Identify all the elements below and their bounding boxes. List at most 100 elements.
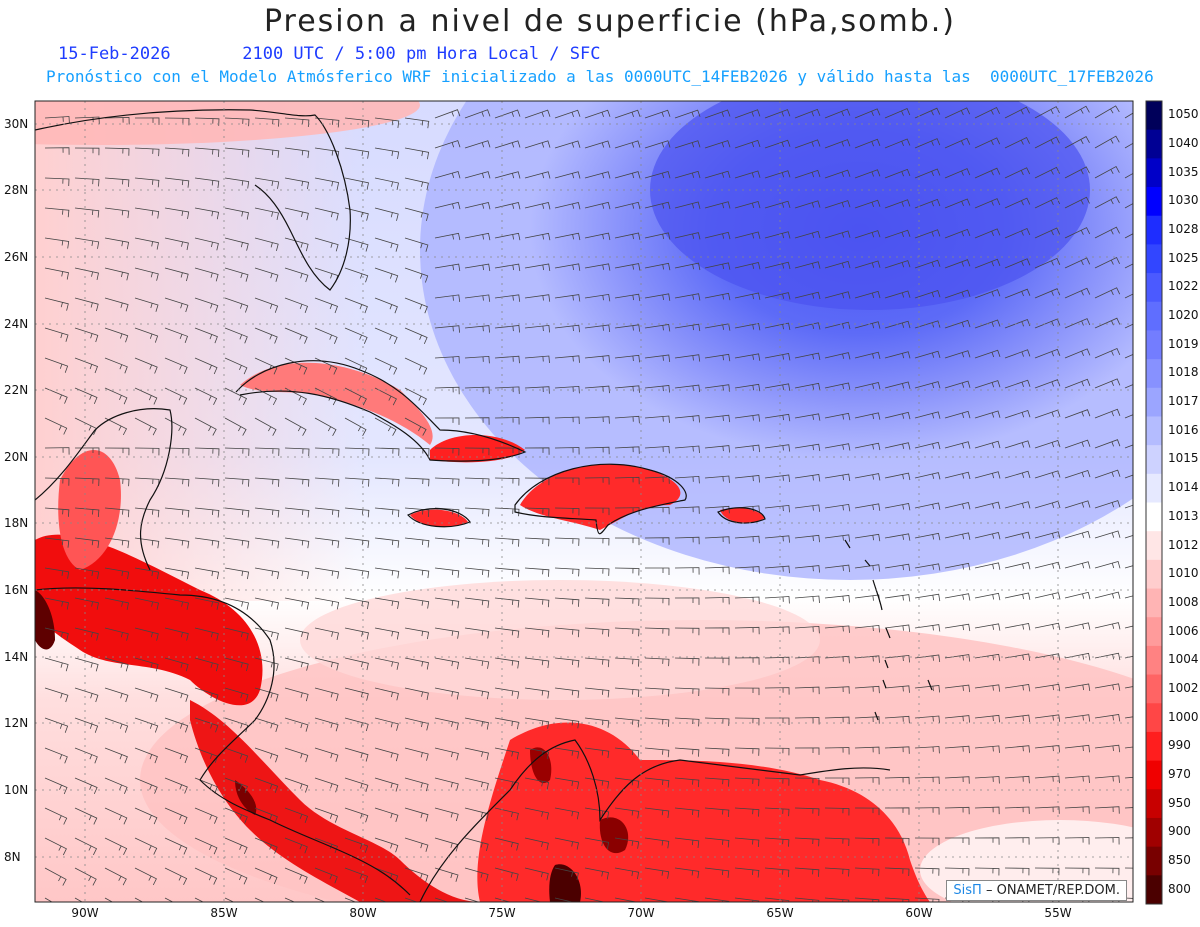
wind-barb [104,237,130,250]
wind-barb [464,867,489,882]
wind-barb [1064,196,1090,209]
colorbar [1145,100,1163,905]
wind-barb [734,231,761,239]
colorbar-swatch-1035 [1146,158,1162,188]
wind-barb [884,107,911,119]
wind-barb [764,231,791,239]
wind-barb [734,414,761,422]
wind-barb [224,627,249,641]
wind-barb [284,747,309,763]
lat-label-18n: 18N [4,516,29,530]
wind-barb [344,837,369,853]
wind-barb [254,147,280,158]
wind-barb [404,657,429,670]
wind-barb [194,357,218,375]
wind-barb [224,267,249,282]
wind-barb [734,566,760,574]
wind-barb [194,687,219,702]
wind-barb [854,442,881,451]
wind-barb [524,109,551,119]
wind-barb [674,140,701,149]
wind-barb [554,717,580,729]
wind-barb [494,567,520,578]
wind-barb [1004,470,1031,479]
wind-barb [374,897,387,902]
wind-barb [944,107,971,119]
colorbar-label-1018: 1018 [1168,365,1199,380]
wind-barb [524,140,551,149]
wind-barb [674,201,701,209]
wind-barb [1004,775,1030,784]
wind-barb [854,108,881,119]
wind-barb [674,807,700,818]
wind-barb [434,567,460,578]
sispi-logo: SisΠ [953,883,982,898]
wind-barb [554,140,581,149]
wind-barb [614,567,640,576]
wind-barb [734,777,760,787]
wind-barb [884,472,911,481]
wind-barb [1034,439,1061,449]
wind-barb [1064,652,1091,661]
wind-barb [584,837,610,850]
wind-barb [644,867,670,879]
wind-barb [555,477,580,485]
wind-barb [944,441,971,449]
wind-barb [284,837,308,854]
wind-barb [644,171,671,179]
wind-barb [314,117,340,128]
wind-barb [854,867,880,877]
wind-barb [194,567,220,580]
wind-barb [224,177,250,189]
wind-barb [74,807,98,825]
wind-barb [794,413,821,421]
wind-barb [764,170,791,179]
wind-barb [794,534,820,543]
wind-barb [704,867,730,878]
wind-barb [974,684,1001,692]
wind-barb [494,717,520,730]
wind-barb [765,717,790,725]
valid-time-line: 15-Feb-2026 2100 UTC / 5:00 pm Hora Loca… [58,44,600,64]
wind-barb [224,747,249,763]
colorbar-label-1016: 1016 [1168,422,1199,437]
wind-barb [74,867,97,886]
wind-barb [164,747,189,764]
wind-barb [854,503,881,511]
wind-barb [914,198,941,209]
wind-barb [944,198,971,209]
wind-barb [614,446,640,454]
wind-barb [944,471,971,480]
wind-barb [284,237,309,252]
wind-barb [884,229,911,239]
wind-barb [374,627,400,640]
colorbar-swatch-1014 [1146,473,1162,503]
colorbar-swatch-1000 [1146,703,1162,733]
wind-barb [224,387,248,406]
wind-barb [164,327,189,344]
wind-barb [824,747,850,755]
wind-barb [614,657,640,667]
wind-barb [794,200,821,209]
wind-barb [284,357,308,375]
wind-barb [524,507,550,516]
colorbar-label-990: 990 [1168,738,1191,753]
wind-barb [344,897,357,902]
colorbar-swatch-950 [1146,789,1162,819]
wind-barb [104,116,130,125]
wind-barb [704,109,731,119]
wind-barb [104,747,128,764]
wind-barb [944,350,971,359]
wind-barb [854,412,881,420]
wind-barb [464,627,490,639]
wind-barb [974,258,1001,269]
wind-barb [974,653,1001,662]
wind-barb [974,319,1001,329]
wind-barb [584,355,610,363]
wind-barb [104,717,129,733]
wind-barb [1004,197,1031,209]
wind-barb [1034,136,1060,149]
wind-barb [524,263,551,271]
wind-barb [1124,384,1133,389]
wind-barb [374,417,397,436]
